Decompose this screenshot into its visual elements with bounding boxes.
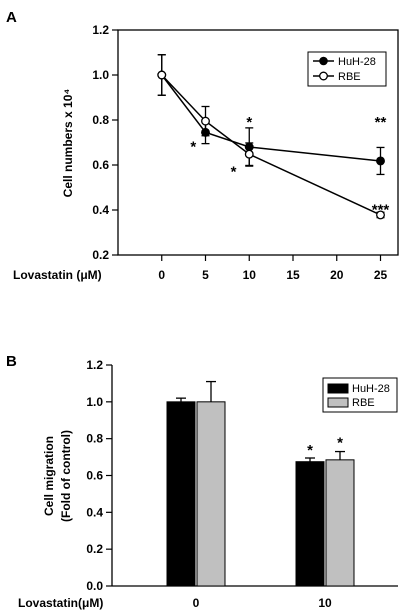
panel-b-y-tick-label: 0.2 <box>86 542 103 556</box>
series-rbe-point <box>244 149 254 159</box>
panel-a-significance-marker: * <box>246 114 252 131</box>
panel-b-y-tick-label: 0.6 <box>86 469 103 483</box>
panel-a-y-tick-label: 1.0 <box>92 68 109 82</box>
panel-b-y-axis-title-line2: (Fold of control) <box>59 430 73 522</box>
panel-b-label: B <box>6 353 17 370</box>
panel-a-y-tick-label: 0.6 <box>92 158 109 172</box>
legend-rbe-label: RBE <box>338 71 361 83</box>
legend-b-huh28-label: HuH-28 <box>352 383 390 395</box>
series-huh28-point <box>376 156 385 166</box>
panel-b-y-tick-label: 1.0 <box>86 395 103 409</box>
panel-a-x-tick-label: 20 <box>330 268 344 282</box>
bar-rbe-0 <box>196 401 226 587</box>
panel-a-significance-marker: * <box>231 163 237 180</box>
panel-b-y-tick-label: 0.4 <box>86 505 103 519</box>
series-huh28-line <box>161 74 381 162</box>
panel-b-x-axis-title: Lovastatin(μM) <box>18 596 103 610</box>
legend-huh28-marker <box>319 56 328 66</box>
bar-huh28-0 <box>166 401 196 587</box>
panel-b-significance-marker: * <box>337 435 343 452</box>
panel-a-label: A <box>6 9 17 26</box>
panel-b-y-axis-title-line1: Cell migration <box>42 436 56 516</box>
panel-a-x-tick-label: 25 <box>374 268 388 282</box>
panel-a-y-tick-label: 0.8 <box>92 113 109 127</box>
panel-a: A 0.2 0.4 0.6 0.8 1.0 1.2 0 5 10 15 20 25 Cell num… <box>6 9 399 282</box>
panel-a-x-tick-label: 15 <box>286 268 300 282</box>
panel-b-legend: HuH-28 RBE <box>322 377 398 413</box>
series-rbe-point <box>201 116 210 126</box>
panel-a-y-tick-label: 0.2 <box>92 248 109 262</box>
legend-huh28-label: HuH-28 <box>338 56 376 68</box>
panel-a-x-tick-label: 10 <box>243 268 257 282</box>
legend-b-rbe-label: RBE <box>352 397 375 409</box>
panel-a-x-axis-title: Lovastatin (μM) <box>13 268 102 282</box>
panel-a-x-tick-label: 0 <box>158 268 165 282</box>
panel-b-x-tick-label: 10 <box>318 596 332 610</box>
panel-a-legend: HuH-28 RBE <box>307 51 387 87</box>
legend-rbe-marker <box>319 71 328 81</box>
bar-rbe-10 <box>325 459 355 587</box>
panel-a-significance-marker: * <box>190 139 196 156</box>
panel-b-y-tick-label: 0.0 <box>86 579 103 593</box>
legend-rbe-swatch <box>327 397 349 408</box>
panel-b-significance-marker: * <box>307 442 313 459</box>
series-huh28-point <box>244 142 254 152</box>
panel-a-y-axis-title: Cell numbers x 10⁴ <box>61 89 75 198</box>
panel-a-significance-marker: ** <box>375 114 387 131</box>
panel-a-plot-frame <box>117 29 399 256</box>
panel-a-x-tick-label: 5 <box>202 268 209 282</box>
panel-b-y-tick-label: 0.8 <box>86 432 103 446</box>
panel-b: B 0.0 0.2 0.4 0.6 0.8 1.0 1.2 0 10 Cell migrati… <box>6 353 398 610</box>
panel-a-significance-marker: *** <box>372 202 390 219</box>
panel-a-y-tick-label: 0.4 <box>92 203 109 217</box>
panel-b-x-tick-label: 0 <box>193 596 200 610</box>
bar-huh28-10 <box>295 461 325 587</box>
series-huh28-point <box>201 127 210 137</box>
series-rbe-point <box>157 70 167 80</box>
panel-b-y-tick-label: 1.2 <box>86 358 103 372</box>
legend-huh28-swatch <box>327 383 349 394</box>
series-rbe-line <box>161 74 381 216</box>
panel-a-y-tick-label: 1.2 <box>92 23 109 37</box>
series-rbe-point <box>376 210 385 220</box>
